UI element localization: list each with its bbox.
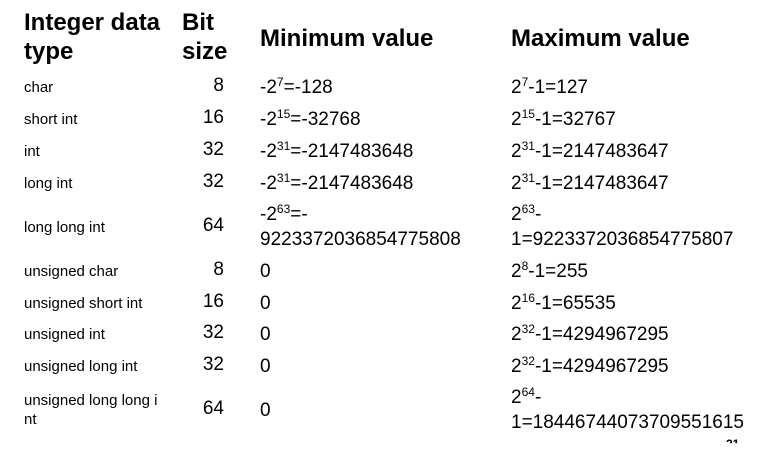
row-max-value: 28-1=255 bbox=[511, 259, 588, 284]
row-max-value-exponent: 15 bbox=[521, 106, 535, 121]
row-type-label: long int bbox=[24, 174, 72, 193]
row-bit-size: 8 bbox=[213, 259, 224, 280]
row-min-value: 0 bbox=[260, 354, 271, 379]
row-min-value-line1: 0 bbox=[260, 399, 271, 421]
row-min-value: -231=-2147483648 bbox=[260, 171, 413, 196]
row-bit-size: 32 bbox=[202, 354, 224, 375]
row-bit-size: 32 bbox=[202, 171, 224, 192]
row-min-value-line1: 0 bbox=[260, 355, 271, 377]
row-min-value: 0 bbox=[260, 322, 271, 347]
row-max-value: 264- 1=18446744073709551615 bbox=[511, 385, 744, 435]
row-type-label: unsigned char bbox=[24, 262, 118, 281]
header-bits-line1: Bit bbox=[182, 9, 214, 36]
header-min: Minimum value bbox=[260, 25, 434, 52]
row-type-line1: unsigned short int bbox=[24, 294, 143, 312]
row-type-label: unsigned short int bbox=[24, 294, 142, 313]
row-type-line1: char bbox=[24, 78, 54, 96]
row-bit-size: 32 bbox=[202, 139, 224, 160]
row-max-value-exponent: 63 bbox=[521, 202, 535, 216]
row-min-value-exponent: 7 bbox=[276, 74, 284, 89]
row-type-line2: nt bbox=[24, 411, 37, 428]
row-min-value-line1: 0 bbox=[260, 260, 271, 282]
row-min-value: 0 bbox=[260, 291, 271, 316]
row-max-value: 263- 1=9223372036854775807 bbox=[511, 202, 733, 252]
row-max-value-line2: 1=18446744073709551615 bbox=[511, 412, 745, 433]
row-type-label: unsigned long int bbox=[24, 357, 137, 376]
row-min-value-exponent: 15 bbox=[276, 106, 291, 121]
row-type-label: long long int bbox=[24, 218, 105, 237]
row-min-value: -27=-128 bbox=[260, 75, 333, 100]
row-max-value-exponent: 16 bbox=[521, 290, 535, 305]
row-max-value-line1: 27-1=127 bbox=[511, 74, 588, 98]
header-type: Integer data type bbox=[24, 8, 160, 66]
row-bit-size: 64 bbox=[202, 398, 224, 419]
row-type-line1: unsigned long long i bbox=[24, 392, 158, 409]
row-type-line1: unsigned long int bbox=[24, 357, 138, 375]
row-type-line1: int bbox=[24, 142, 40, 160]
row-type-line1: unsigned char bbox=[24, 262, 119, 280]
row-max-value: 232-1=4294967295 bbox=[511, 354, 669, 379]
header-bits: Bit size bbox=[182, 8, 227, 66]
row-min-value-line2: 9223372036854775808 bbox=[260, 229, 461, 250]
row-max-value: 231-1=2147483647 bbox=[511, 139, 669, 164]
row-max-value-line1: 231-1=2147483647 bbox=[511, 138, 669, 162]
row-min-value: -263=- 9223372036854775808 bbox=[260, 202, 461, 252]
row-max-value-line1: 215-1=32767 bbox=[511, 106, 616, 130]
row-type-label: char bbox=[24, 78, 53, 97]
row-min-value-line1: -231=-2147483648 bbox=[260, 138, 414, 162]
row-type-line1: short int bbox=[24, 110, 78, 128]
row-min-value-exponent: 31 bbox=[276, 170, 291, 185]
row-min-value: -231=-2147483648 bbox=[260, 139, 413, 164]
row-max-value-line1: 231-1=2147483647 bbox=[511, 170, 669, 194]
row-max-value-line1: 263- bbox=[511, 202, 542, 225]
row-min-value-line1: -231=-2147483648 bbox=[260, 170, 414, 194]
header-bits-line2: size bbox=[182, 38, 228, 65]
row-bit-size: 16 bbox=[202, 107, 224, 128]
header-max: Maximum value bbox=[511, 25, 690, 52]
row-max-value-line1: 232-1=4294967295 bbox=[511, 353, 669, 377]
row-type-label: unsigned int bbox=[24, 325, 105, 344]
row-min-value-line1: -27=-128 bbox=[260, 74, 333, 98]
header-type-line1: Integer data bbox=[24, 9, 161, 36]
row-min-value-exponent: 31 bbox=[276, 138, 291, 153]
row-min-value-line1: -263=- bbox=[260, 202, 308, 225]
row-min-value-line1: 0 bbox=[260, 323, 271, 345]
row-type-label: int bbox=[24, 142, 40, 161]
row-type-line1: long long int bbox=[24, 218, 105, 236]
row-max-value: 231-1=2147483647 bbox=[511, 171, 669, 196]
row-max-value: 215-1=32767 bbox=[511, 107, 616, 132]
row-type-label: short int bbox=[24, 110, 77, 129]
row-min-value-line1: -215=-32768 bbox=[260, 106, 361, 130]
row-bit-size: 16 bbox=[202, 291, 224, 312]
row-max-value-exponent: 32 bbox=[521, 353, 535, 368]
row-type-line1: unsigned int bbox=[24, 325, 105, 343]
row-bit-size: 8 bbox=[213, 75, 224, 96]
row-bit-size: 64 bbox=[202, 215, 224, 236]
row-bit-size: 32 bbox=[202, 322, 224, 343]
page-number-fragment: 21 bbox=[726, 437, 740, 451]
row-max-value-line1: 216-1=65535 bbox=[511, 290, 616, 314]
row-type-line1: long int bbox=[24, 174, 73, 192]
header-type-line2: type bbox=[24, 38, 74, 65]
row-min-value: 0 bbox=[260, 259, 271, 284]
row-max-value-exponent: 32 bbox=[521, 321, 535, 336]
row-max-value-exponent: 7 bbox=[521, 74, 529, 89]
row-max-value-exponent: 64 bbox=[521, 385, 535, 399]
row-max-value-exponent: 31 bbox=[521, 170, 535, 185]
row-min-value: -215=-32768 bbox=[260, 107, 361, 132]
row-type-label: unsigned long long i nt bbox=[24, 391, 157, 429]
row-max-value: 27-1=127 bbox=[511, 75, 588, 100]
row-max-value-line1: 232-1=4294967295 bbox=[511, 321, 669, 345]
row-min-value-line1: 0 bbox=[260, 292, 271, 314]
row-max-value-exponent: 8 bbox=[521, 258, 529, 273]
row-max-value-line2: 1=9223372036854775807 bbox=[511, 229, 734, 250]
row-max-value: 216-1=65535 bbox=[511, 291, 616, 316]
row-min-value: 0 bbox=[260, 398, 271, 423]
row-max-value-exponent: 31 bbox=[521, 138, 535, 153]
row-max-value-line1: 28-1=255 bbox=[511, 258, 588, 282]
row-max-value-line1: 264- bbox=[511, 385, 542, 408]
row-min-value-exponent: 63 bbox=[276, 202, 291, 216]
row-max-value: 232-1=4294967295 bbox=[511, 322, 669, 347]
